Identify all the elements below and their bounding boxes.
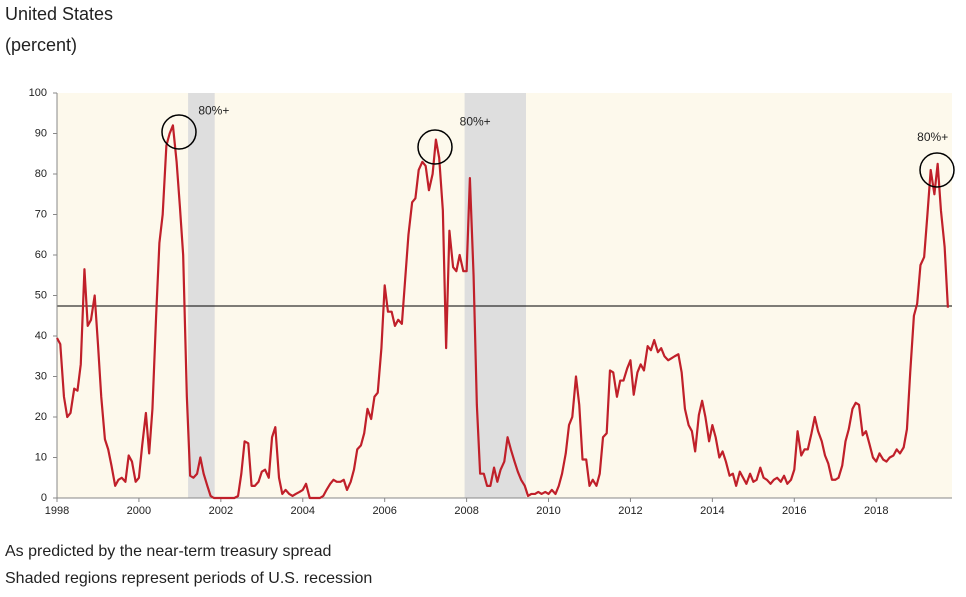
y-tick-label: 100	[29, 87, 47, 99]
x-tick-label: 2002	[209, 505, 233, 517]
y-tick-label: 10	[35, 451, 47, 463]
x-tick-label: 2006	[372, 505, 396, 517]
x-tick-label: 2016	[782, 505, 806, 517]
x-tick-label: 2000	[127, 505, 151, 517]
recession-band	[188, 93, 215, 498]
annotation: 80%+	[198, 103, 229, 117]
annotation: 80%+	[460, 114, 491, 128]
x-tick-label: 2008	[454, 505, 478, 517]
chart-subtitle: (percent)	[5, 35, 77, 55]
highlight-circle	[919, 152, 955, 188]
chart-title: United States	[5, 4, 113, 24]
y-tick-label: 50	[35, 289, 47, 301]
x-tick-label: 2012	[618, 505, 642, 517]
y-tick-label: 60	[35, 249, 47, 261]
annotation: 80%+	[917, 130, 948, 144]
x-tick-label: 2018	[864, 505, 888, 517]
y-tick-label: 0	[41, 492, 47, 504]
y-tick-label: 40	[35, 330, 47, 342]
y-tick-label: 30	[35, 370, 47, 382]
x-tick-label: 2004	[291, 505, 315, 517]
y-tick-label: 90	[35, 127, 47, 139]
plot-area: 0 10 20 30 40 50 60 70 80 90 100 1998 2000 2002 2004 20…	[29, 87, 952, 517]
data-line	[56, 124, 949, 500]
x-tick-label: 1998	[45, 505, 69, 517]
x-tick-label: 2010	[536, 505, 560, 517]
y-tick-label: 70	[35, 208, 47, 220]
x-tick-label: 2014	[700, 505, 724, 517]
note: Shaded regions represent periods of U.S.…	[5, 570, 372, 587]
highlight-circle	[161, 114, 197, 150]
highlight-circle	[417, 129, 453, 165]
highlight-circles	[161, 114, 955, 188]
note: As predicted by the near-term treasury s…	[5, 543, 331, 560]
y-tick-label: 20	[35, 411, 47, 423]
y-tick-label: 80	[35, 168, 47, 180]
